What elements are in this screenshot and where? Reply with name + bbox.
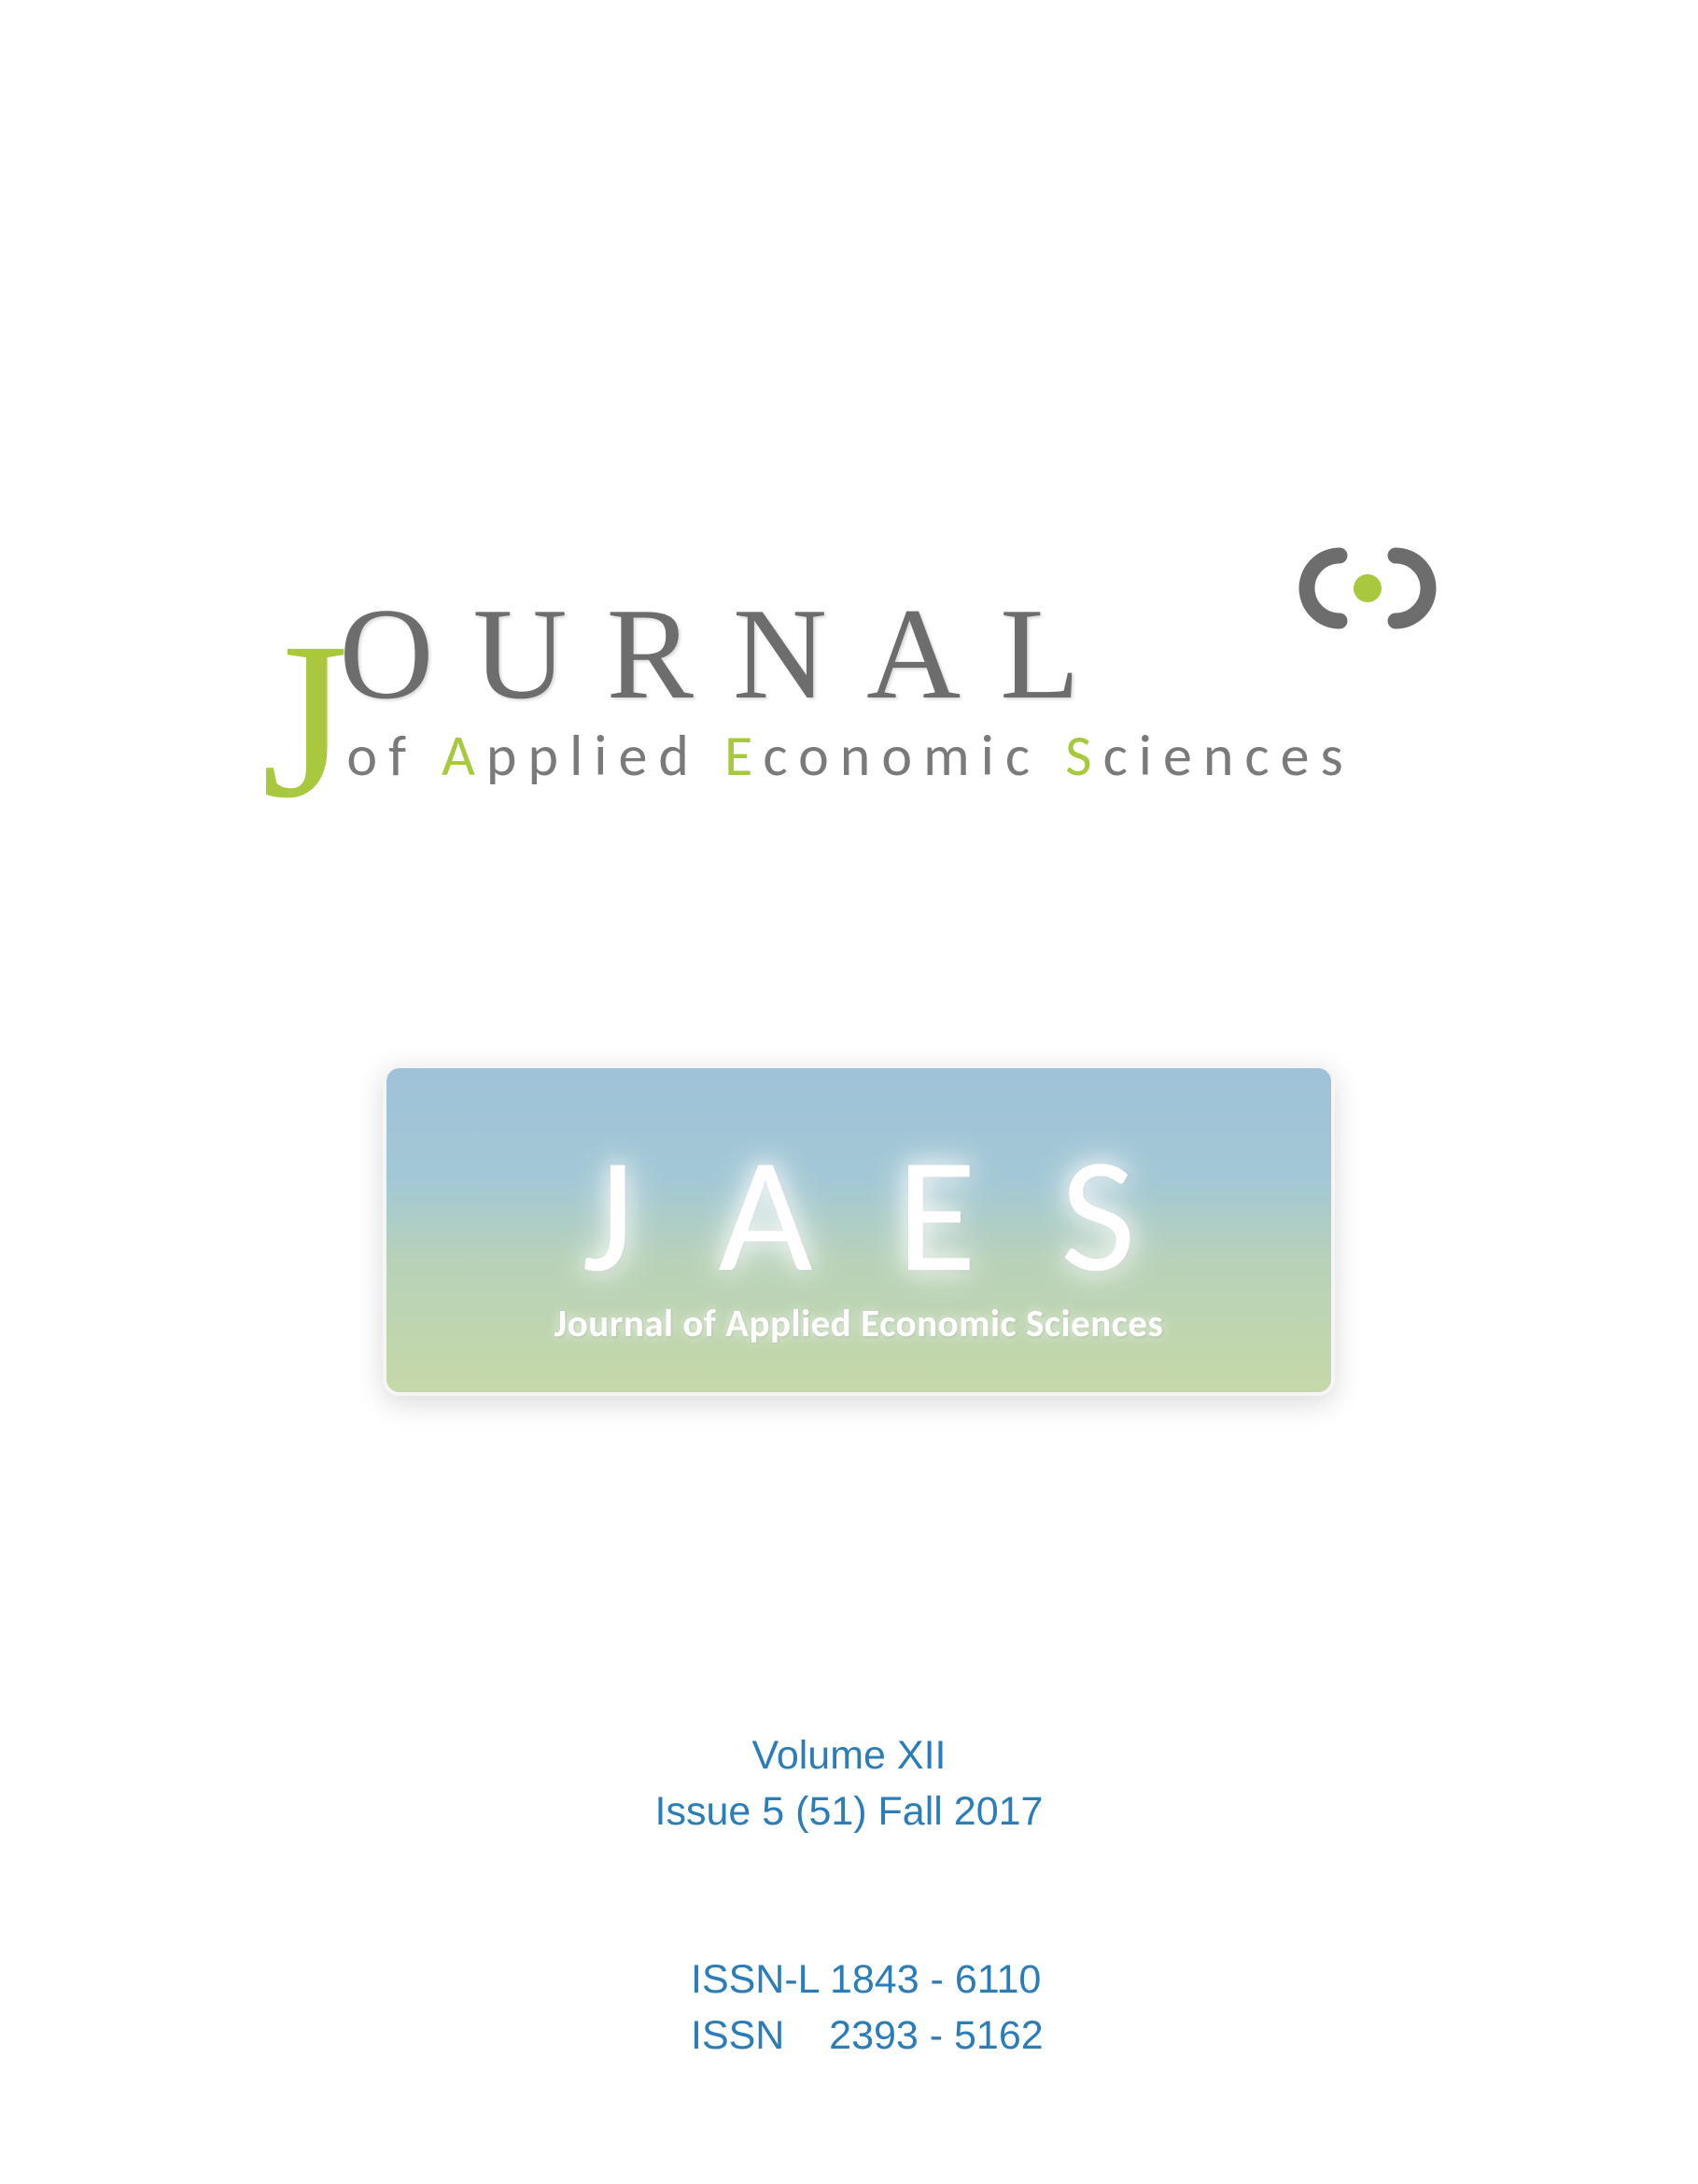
logo-ournal: OURNAL (339, 579, 1354, 729)
logo-letter-j: J (261, 630, 348, 810)
issue-info: Volume XII Issue 5 (51) Fall 2017 (0, 1727, 1698, 1839)
banner-acronym: J A E S (582, 1133, 1136, 1296)
subtitle-pplied: pplied (486, 720, 724, 791)
logo-mark-icon (1298, 542, 1438, 640)
issn-info: ISSN-L 1843 - 6110 ISSN 2393 - 5162 (691, 1952, 1044, 2064)
subtitle-a: A (442, 720, 486, 791)
subtitle-ciences: ciences (1103, 720, 1354, 791)
issue-line: Issue 5 (51) Fall 2017 (0, 1783, 1698, 1839)
issn-line: ISSN 2393 - 5162 (691, 2008, 1044, 2064)
banner-letter-e: E (897, 1133, 976, 1296)
subtitle-e: E (724, 720, 763, 791)
banner-subtitle: Journal of Applied Economic Sciences (554, 1301, 1164, 1347)
journal-title: J OURNAL of Applied Economic Sciences (261, 579, 1438, 791)
banner-letter-j: J (582, 1133, 635, 1296)
subtitle-conomic: conomic (763, 720, 1065, 791)
volume-line: Volume XII (0, 1727, 1698, 1783)
journal-logo-block: J OURNAL of Applied Economic Sciences (261, 579, 1438, 791)
banner-letter-s: S (1060, 1133, 1135, 1296)
banner-letter-a: A (718, 1133, 812, 1296)
subtitle-s: S (1065, 720, 1103, 791)
issn-l-line: ISSN-L 1843 - 6110 (691, 1952, 1044, 2008)
logo-subtitle: of Applied Economic Sciences (346, 720, 1354, 791)
subtitle-of: of (346, 720, 442, 791)
title-text-block: OURNAL of Applied Economic Sciences (339, 579, 1354, 791)
jaes-banner: J A E S Journal of Applied Economic Scie… (383, 1064, 1335, 1396)
